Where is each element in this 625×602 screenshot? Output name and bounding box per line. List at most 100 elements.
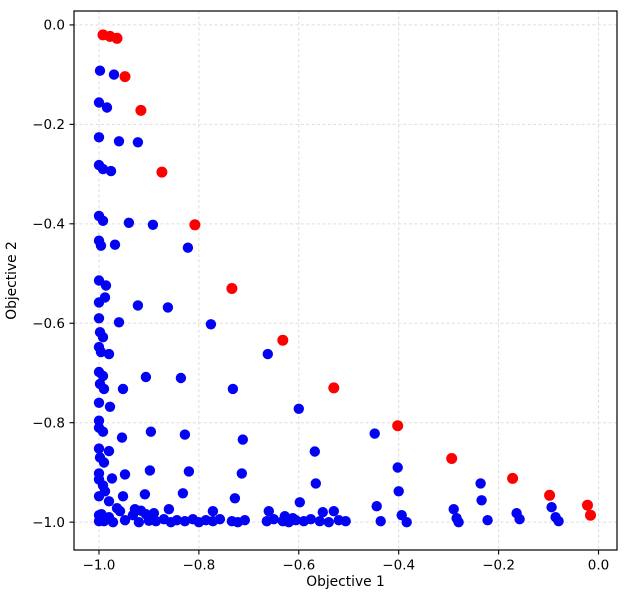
data-point-blue xyxy=(317,507,328,518)
data-point-blue xyxy=(98,383,110,395)
data-point-blue xyxy=(107,517,119,528)
data-point-blue xyxy=(236,468,247,479)
data-point-blue xyxy=(144,465,156,476)
x-tick-label: −0.8 xyxy=(182,558,215,574)
data-point-red xyxy=(544,489,556,501)
data-point-blue xyxy=(119,515,131,526)
data-point-blue xyxy=(139,489,151,500)
data-point-blue xyxy=(229,493,241,504)
x-tick-label: −0.2 xyxy=(482,558,515,574)
data-point-blue xyxy=(93,313,105,324)
data-point-blue xyxy=(177,488,189,499)
data-point-blue xyxy=(175,372,187,384)
y-tick-labels: 0.0 −0.2 −0.4 −0.6 −0.8 −1.0 xyxy=(32,18,65,531)
data-point-blue xyxy=(514,514,525,525)
data-point-blue xyxy=(103,348,115,360)
data-point-blue xyxy=(94,65,106,76)
x-tick-label: −0.6 xyxy=(282,558,315,574)
data-point-blue xyxy=(476,495,487,506)
data-point-red xyxy=(392,420,404,432)
data-point-blue xyxy=(182,242,194,253)
data-point-blue xyxy=(132,137,144,148)
data-point-blue xyxy=(448,504,459,515)
data-point-blue xyxy=(148,508,160,519)
data-point-blue xyxy=(401,517,412,528)
data-point-blue xyxy=(108,69,120,80)
red-series xyxy=(97,29,596,521)
data-point-blue xyxy=(162,302,174,313)
data-point-blue xyxy=(116,432,128,443)
data-point-blue xyxy=(93,491,105,502)
tick-marks xyxy=(69,24,600,555)
y-axis-label: Objective 2 xyxy=(4,241,20,320)
data-point-blue xyxy=(179,516,191,527)
y-tick-label: −0.4 xyxy=(32,217,65,233)
data-point-blue xyxy=(95,346,107,358)
data-point-blue xyxy=(109,239,121,250)
data-point-blue xyxy=(114,506,126,517)
data-point-blue xyxy=(171,515,183,526)
data-point-blue xyxy=(546,502,557,513)
data-point-blue xyxy=(117,491,129,502)
x-tick-label: −1.0 xyxy=(83,558,116,574)
data-point-blue xyxy=(163,504,175,515)
data-point-blue xyxy=(179,429,191,440)
data-point-blue xyxy=(183,466,195,477)
data-point-blue xyxy=(113,136,125,147)
data-point-blue xyxy=(392,462,403,473)
data-point-blue xyxy=(309,446,320,457)
data-point-blue xyxy=(106,473,118,484)
data-point-blue xyxy=(150,516,162,527)
plot-border xyxy=(73,10,618,551)
data-point-blue xyxy=(375,516,386,527)
data-point-blue xyxy=(239,515,250,526)
data-point-red xyxy=(582,499,593,511)
x-axis-label: Objective 1 xyxy=(306,574,385,590)
data-point-blue xyxy=(97,370,109,382)
data-point-blue xyxy=(93,443,105,454)
data-point-blue xyxy=(133,517,145,528)
data-point-blue xyxy=(113,317,125,328)
blue-series xyxy=(93,65,564,528)
data-point-blue xyxy=(145,426,157,437)
data-point-red xyxy=(226,283,238,294)
data-point-blue xyxy=(393,486,404,497)
data-point-blue xyxy=(97,163,109,175)
data-point-blue xyxy=(117,383,129,395)
data-point-red xyxy=(111,32,123,44)
x-tick-labels: −1.0 −0.8 −0.6 −0.4 −0.2 0.0 xyxy=(83,558,610,574)
data-point-red xyxy=(189,219,201,231)
y-tick-label: −0.8 xyxy=(32,415,65,431)
data-point-blue xyxy=(123,217,135,228)
data-point-blue xyxy=(268,514,279,525)
data-point-blue xyxy=(553,516,564,527)
data-point-blue xyxy=(482,515,493,526)
data-point-red xyxy=(328,382,340,394)
y-tick-label: 0.0 xyxy=(44,18,65,34)
data-point-blue xyxy=(453,517,464,528)
data-point-blue xyxy=(475,478,486,489)
data-point-red xyxy=(156,166,168,178)
data-point-blue xyxy=(369,428,380,439)
data-point-blue xyxy=(97,332,109,343)
data-point-red xyxy=(446,453,458,464)
data-point-blue xyxy=(140,371,152,383)
data-point-blue xyxy=(93,297,105,308)
data-point-blue xyxy=(328,506,339,517)
x-tick-label: −0.4 xyxy=(382,558,415,574)
data-point-blue xyxy=(310,478,321,489)
data-point-red xyxy=(119,71,131,83)
data-point-blue xyxy=(127,510,139,521)
data-point-blue xyxy=(105,165,117,177)
data-point-blue xyxy=(205,319,217,330)
data-point-blue xyxy=(119,469,131,480)
data-point-blue xyxy=(263,506,274,517)
data-point-red xyxy=(135,104,147,116)
data-point-blue xyxy=(147,219,159,230)
data-point-blue xyxy=(371,501,382,512)
data-point-blue xyxy=(97,426,109,437)
data-point-blue xyxy=(98,457,110,468)
data-point-blue xyxy=(104,401,116,412)
